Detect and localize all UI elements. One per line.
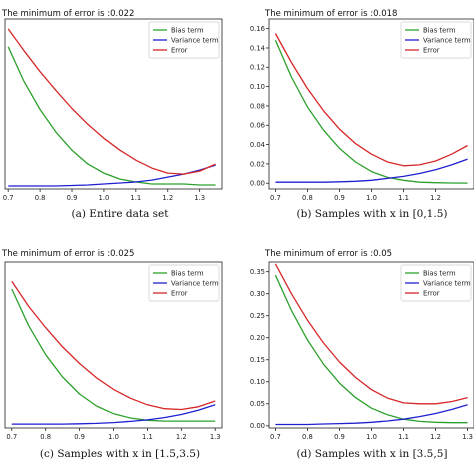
x-tick-label: 1.0 [108, 433, 119, 441]
series-line-error [11, 280, 216, 411]
legend-label-bias: Bias term [423, 26, 456, 34]
series-line-error [274, 33, 468, 167]
series-line-variance [11, 404, 216, 425]
legend-box [400, 21, 472, 59]
x-tick-label: 0.7 [6, 433, 17, 441]
legend-label-error: Error [423, 289, 440, 297]
plot-area [7, 28, 216, 187]
series-line-bias [11, 288, 216, 422]
x-tick-label: 1.1 [398, 433, 409, 441]
series-line-variance [8, 164, 216, 187]
series-line-variance [275, 158, 468, 183]
x-tick-label: 1.3 [194, 194, 205, 202]
y-tick-label: 0.20 [250, 334, 265, 342]
panel-caption: (c) Samples with x in [1.5,3.5) [40, 448, 200, 460]
y-tick-label: 0.16 [250, 25, 265, 33]
y-tick-label: 0.35 [250, 268, 265, 276]
legend-label-bias: Bias term [171, 26, 204, 34]
panel-d: The minimum of error is :0.05 0.7 0.8 0.9 1.… [250, 249, 474, 460]
legend-label-variance: Variance term [171, 36, 219, 44]
y-tick-label: 0.02 [250, 160, 265, 168]
legend-box [400, 264, 472, 302]
x-tick-label: 0.9 [67, 194, 78, 202]
y-tick-label: 0.10 [250, 378, 265, 386]
plot-area [274, 263, 468, 426]
x-tick-label: 0.7 [270, 194, 281, 202]
plot-area [11, 280, 216, 425]
plot-area [274, 33, 468, 184]
x-tick-label: 1.2 [162, 194, 173, 202]
chart-title: The minimum of error is :0.05 [264, 249, 392, 259]
x-tick-label: 1.2 [430, 433, 441, 441]
x-tick-label: 1.1 [130, 194, 141, 202]
legend: Bias term Variance term Error [148, 264, 220, 302]
x-tick-label: 0.8 [302, 194, 313, 202]
x-tick-label: 1.0 [366, 433, 377, 441]
y-tick-label: 0.15 [250, 356, 265, 364]
y-tick-label: 0.10 [250, 83, 265, 91]
panel-caption: (d) Samples with x in [3.5,5] [297, 448, 448, 460]
legend-box [148, 21, 220, 59]
series-line-error [7, 28, 216, 175]
y-tick-label: 0.08 [250, 102, 265, 110]
chart-title: The minimum of error is :0.022 [1, 9, 134, 19]
x-tick-label: 0.7 [270, 433, 281, 441]
y-tick-label: 0.04 [250, 141, 265, 149]
series-line-variance [275, 404, 468, 426]
x-tick-label: 0.8 [40, 433, 51, 441]
x-tick-label: 1.0 [366, 194, 377, 202]
x-tick-label: 0.9 [334, 433, 345, 441]
x-tick-label: 1.2 [176, 433, 187, 441]
axes-frame [4, 18, 223, 190]
series-line-error [274, 263, 468, 405]
chart-title: The minimum of error is :0.018 [264, 9, 397, 19]
x-tick-label: 1.3 [462, 433, 473, 441]
y-tick-label: 0.12 [250, 64, 265, 72]
y-tick-label: 0.06 [250, 122, 265, 130]
panel-c: The minimum of error is :0.025 0.7 0.8 0.9 1… [1, 249, 223, 460]
series-line-bias [274, 40, 468, 184]
legend-label-variance: Variance term [423, 279, 471, 287]
x-tick-label: 0.9 [74, 433, 85, 441]
x-tick-label: 0.9 [334, 194, 345, 202]
legend-label-variance: Variance term [171, 279, 219, 287]
x-tick-label: 1.1 [142, 433, 153, 441]
legend-label-bias: Bias term [423, 269, 456, 277]
legend: Bias term Variance term Error [400, 21, 472, 59]
y-tick-label: 0.14 [250, 44, 265, 52]
x-tick-label: 1.1 [398, 194, 409, 202]
legend-label-bias: Bias term [171, 269, 204, 277]
y-tick-label: 0.30 [250, 290, 265, 298]
panel-b: The minimum of error is :0.018 0.7 0.8 0.9 1… [250, 9, 474, 220]
y-tick-label: 0.00 [250, 180, 265, 188]
x-tick-label: 0.8 [35, 194, 46, 202]
x-tick-label: 1.3 [210, 433, 221, 441]
x-tick-label: 0.8 [302, 433, 313, 441]
legend-box [148, 264, 220, 302]
panel-caption: (b) Samples with x in [0,1.5) [297, 208, 448, 220]
legend: Bias term Variance term Error [400, 264, 472, 302]
y-tick-label: 0.00 [250, 422, 265, 430]
series-line-bias [7, 46, 216, 186]
legend-label-error: Error [171, 289, 188, 297]
x-tick-label: 1.0 [99, 194, 110, 202]
legend-label-error: Error [423, 46, 440, 54]
y-tick-label: 0.25 [250, 312, 265, 320]
series-line-bias [274, 274, 468, 424]
chart-title: The minimum of error is :0.025 [1, 249, 134, 259]
panel-caption: (a) Entire data set [72, 208, 170, 220]
legend-label-error: Error [171, 46, 188, 54]
x-tick-label: 1.2 [430, 194, 441, 202]
panel-a: The minimum of error is :0.022 0.7 0.8 0.9 1… [1, 9, 223, 220]
y-tick-label: 0.05 [250, 400, 265, 408]
x-tick-label: 0.7 [3, 194, 14, 202]
legend: Bias term Variance term Error [148, 21, 220, 59]
legend-label-variance: Variance term [423, 36, 471, 44]
